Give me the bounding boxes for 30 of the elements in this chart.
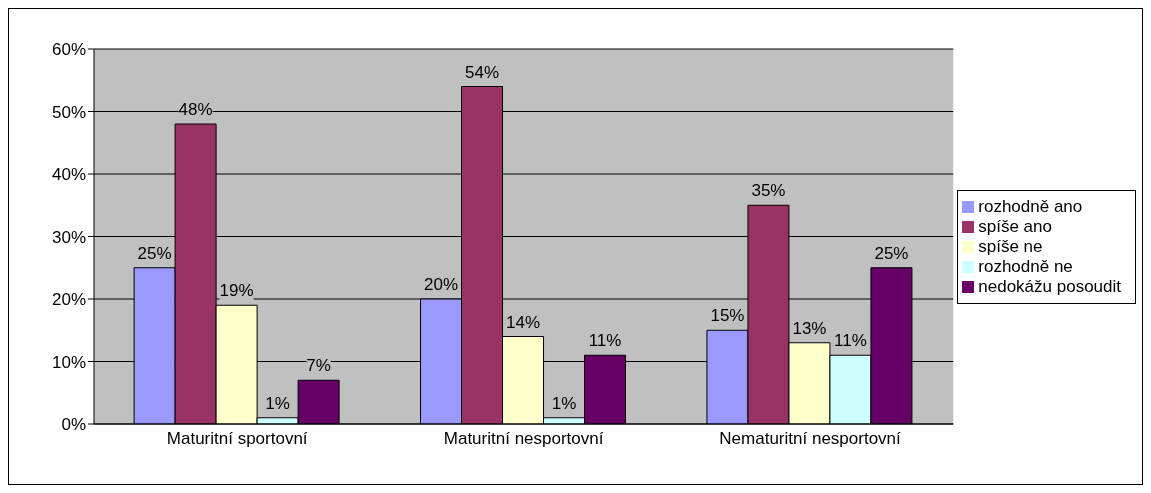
data-label: 13% (792, 318, 827, 338)
data-label: 11% (834, 331, 867, 351)
data-label: 14% (506, 312, 541, 332)
y-tick-label: 50% (51, 102, 86, 122)
data-label: 25% (874, 243, 909, 263)
y-tick-label: 30% (51, 227, 86, 247)
x-tick-label: Nematuritní nesportovní (719, 429, 902, 449)
y-tick-label: 60% (51, 40, 86, 60)
data-label: 15% (710, 306, 745, 326)
y-tick-label: 10% (51, 352, 86, 372)
y-tick-label: 0% (61, 415, 86, 435)
y-tick-label: 20% (51, 290, 86, 310)
legend-label: rozhodně ne (978, 256, 1073, 276)
x-tick-label: Maturitní nesportovní (443, 429, 604, 449)
data-label: 19% (219, 281, 254, 301)
data-label: 35% (751, 181, 786, 201)
y-tick-label: 40% (51, 165, 86, 185)
data-label: 54% (465, 62, 500, 82)
data-label: 1% (551, 393, 577, 413)
data-label: 11% (588, 331, 622, 351)
data-label: 7% (306, 356, 331, 376)
data-label: 1% (265, 393, 290, 413)
data-label: 48% (178, 100, 213, 119)
legend-label: spíše ano (978, 216, 1052, 236)
data-label: 25% (137, 243, 172, 263)
x-tick-label: Maturitní sportovní (166, 429, 308, 449)
legend-label: rozhodně ano (978, 196, 1083, 216)
data-label: 20% (424, 275, 459, 294)
legend-label: spíše ne (978, 236, 1043, 256)
legend-label: nedokážu posoudit (978, 276, 1121, 296)
